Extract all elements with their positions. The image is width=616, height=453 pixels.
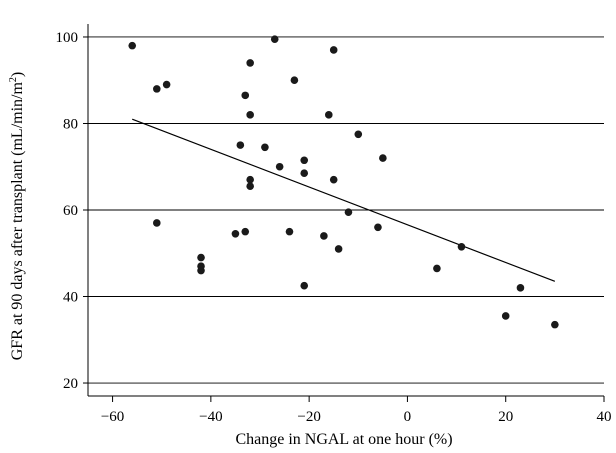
data-point	[300, 281, 309, 290]
data-point	[261, 143, 269, 152]
data-point	[241, 227, 250, 236]
data-point	[551, 320, 559, 329]
data-point	[153, 219, 161, 227]
x-tick-label: −20	[297, 409, 320, 425]
data-point	[231, 229, 240, 238]
data-point	[241, 91, 250, 100]
data-point	[300, 156, 309, 165]
y-tick-label: 20	[63, 376, 78, 392]
y-axis-label-suffix: )	[9, 72, 26, 77]
y-tick-label: 40	[63, 290, 78, 306]
data-point	[246, 182, 254, 191]
data-point	[374, 223, 382, 232]
data-point	[153, 85, 161, 93]
data-point	[197, 253, 205, 262]
data-point	[457, 242, 466, 251]
y-tick-label: 60	[63, 203, 78, 219]
x-tick-labels: −60 −40 −20 0 20 40	[101, 409, 612, 425]
y-tick-label: 100	[56, 30, 79, 46]
data-point	[128, 41, 137, 50]
data-point	[246, 111, 254, 119]
data-point	[236, 141, 245, 149]
data-point	[270, 35, 279, 43]
y-tick-labels: 20 40 60 80 100	[56, 30, 79, 392]
data-point	[501, 312, 510, 320]
axes	[83, 24, 605, 402]
x-tick-label: 20	[498, 409, 513, 425]
data-point	[433, 264, 441, 273]
data-point	[197, 266, 205, 275]
data-point	[329, 175, 338, 184]
y-axis-label-main: GFR at 90 days after transplant (mL/min/…	[9, 82, 26, 361]
x-axis-label: Change in NGAL at one hour (%)	[235, 431, 452, 448]
data-point	[344, 208, 353, 216]
y-axis-label: GFR at 90 days after transplant (mL/min/…	[8, 72, 26, 361]
data-point	[300, 169, 309, 178]
data-point	[379, 154, 387, 162]
data-point	[329, 46, 338, 54]
x-tick-label: −60	[101, 409, 124, 425]
x-tick-label: −40	[199, 409, 222, 425]
x-tick-label: 40	[597, 409, 612, 425]
y-axis-label-superscript: 2	[8, 77, 19, 82]
data-point	[516, 284, 525, 292]
data-point	[275, 162, 284, 171]
data-point	[162, 80, 171, 89]
y-tick-label: 80	[63, 116, 78, 132]
data-point	[334, 245, 343, 253]
data-point	[325, 111, 333, 119]
data-point	[290, 76, 299, 85]
data-point	[285, 227, 294, 236]
data-point	[246, 59, 254, 67]
trendline	[132, 118, 556, 282]
data-points	[128, 35, 559, 329]
trendline-group	[132, 118, 556, 282]
data-point	[246, 175, 254, 184]
data-point	[320, 232, 328, 240]
x-tick-label: 0	[404, 409, 412, 425]
data-point	[354, 130, 363, 139]
